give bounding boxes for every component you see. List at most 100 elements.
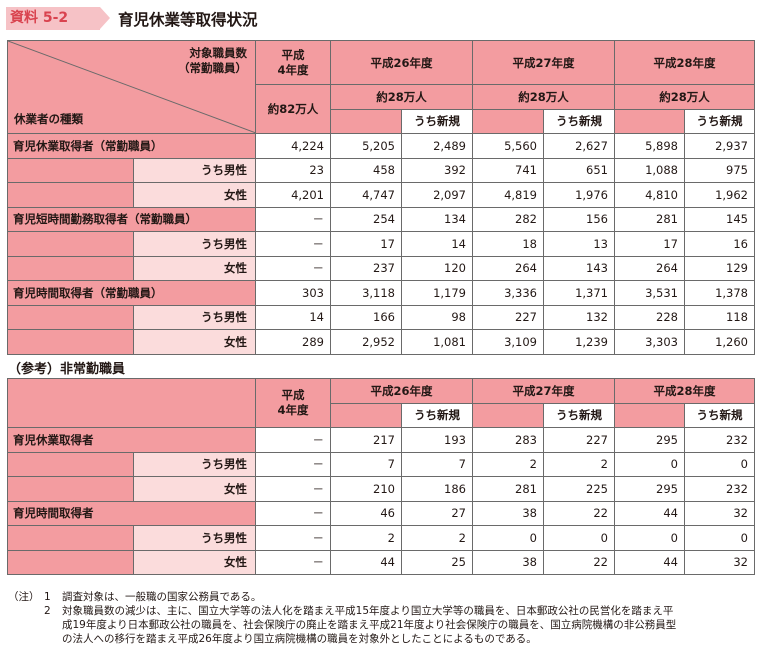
value-cell: 166 bbox=[330, 304, 402, 330]
value-cell: 1,378 bbox=[684, 280, 755, 306]
value-cell: 118 bbox=[684, 304, 755, 330]
value-cell: 4,747 bbox=[330, 182, 402, 208]
value-cell: 143 bbox=[543, 255, 615, 281]
value-cell: 1,962 bbox=[684, 182, 755, 208]
value-cell: 1,260 bbox=[684, 329, 755, 355]
value-cell: 2,937 bbox=[684, 133, 755, 159]
new-header: うち新規 bbox=[684, 402, 755, 428]
year-staff-count: 約28万人 bbox=[614, 84, 755, 110]
value-cell: 0 bbox=[614, 451, 685, 477]
value-cell: 3,531 bbox=[614, 280, 685, 306]
h4-staff-count: 約82万人 bbox=[255, 84, 331, 134]
gender-label: うち男性 bbox=[133, 157, 256, 183]
year-header: 平成28年度 bbox=[614, 378, 755, 404]
value-cell: 2 bbox=[543, 451, 615, 477]
value-cell: 227 bbox=[543, 427, 615, 453]
year-staff-count: 約28万人 bbox=[472, 84, 615, 110]
table-row: うち男性－ 2 2 0 0 0 0 bbox=[7, 525, 755, 551]
table-row: 育児時間取得者（常勤職員） 303 3,118 1,179 3,336 1,371 3,53… bbox=[7, 280, 755, 306]
value-cell: 4,819 bbox=[472, 182, 544, 208]
value-cell: 32 bbox=[684, 549, 755, 575]
value-cell: 120 bbox=[401, 255, 473, 281]
table-row: 女性－ 44 25 38 22 44 32 bbox=[7, 549, 755, 575]
value-cell: 2 bbox=[401, 525, 473, 551]
value-cell: 22 bbox=[543, 500, 615, 526]
new-header: うち新規 bbox=[543, 402, 615, 428]
value-cell: 22 bbox=[543, 549, 615, 575]
value-cell: 18 bbox=[472, 231, 544, 257]
value-cell: 2 bbox=[472, 451, 544, 477]
value-cell: 228 bbox=[614, 304, 685, 330]
year-header: 平成26年度 bbox=[330, 378, 473, 404]
value-cell: 975 bbox=[684, 157, 755, 183]
year-staff-count: 約28万人 bbox=[330, 84, 473, 110]
year-header: 平成28年度 bbox=[614, 40, 755, 85]
value-cell: 1,976 bbox=[543, 182, 615, 208]
table-row: 女性－ 210 186 281 225 295 232 bbox=[7, 476, 755, 502]
value-cell: 2,097 bbox=[401, 182, 473, 208]
value-cell: 17 bbox=[330, 231, 402, 257]
value-cell: － bbox=[255, 231, 331, 257]
gender-label: 女性 bbox=[133, 476, 256, 502]
category-label: 育児短時間勤務取得者（常勤職員） bbox=[7, 206, 256, 232]
value-cell: 129 bbox=[684, 255, 755, 281]
value-cell: 264 bbox=[614, 255, 685, 281]
corner-header-top: 対象職員数 （常勤職員） bbox=[178, 46, 247, 75]
new-header: うち新規 bbox=[401, 402, 473, 428]
value-cell: 134 bbox=[401, 206, 473, 232]
value-cell: 232 bbox=[684, 476, 755, 502]
h4-header: 平成 4年度 bbox=[255, 40, 331, 85]
value-cell: 25 bbox=[401, 549, 473, 575]
value-cell: 1,371 bbox=[543, 280, 615, 306]
table-row: 女性 4,201 4,747 2,097 4,819 1,976 4,810 1,962 bbox=[7, 182, 755, 208]
value-cell: 38 bbox=[472, 549, 544, 575]
value-cell: 289 bbox=[255, 329, 331, 355]
value-cell: 217 bbox=[330, 427, 402, 453]
value-cell: 0 bbox=[543, 525, 615, 551]
table-corner-cell bbox=[7, 378, 256, 428]
value-cell: 156 bbox=[543, 206, 615, 232]
value-cell: 13 bbox=[543, 231, 615, 257]
footnote-label: （注） bbox=[8, 591, 40, 603]
value-cell: 3,336 bbox=[472, 280, 544, 306]
table-row: 女性 289 2,952 1,081 3,109 1,239 3,303 1,260 bbox=[7, 329, 755, 355]
value-cell: 210 bbox=[330, 476, 402, 502]
corner-header-bottom: 休業者の種類 bbox=[14, 112, 83, 126]
value-cell: 14 bbox=[255, 304, 331, 330]
value-cell: 0 bbox=[614, 525, 685, 551]
gender-label: うち男性 bbox=[133, 525, 256, 551]
value-cell: 186 bbox=[401, 476, 473, 502]
new-header: うち新規 bbox=[543, 108, 615, 134]
value-cell: － bbox=[255, 206, 331, 232]
value-cell: 392 bbox=[401, 157, 473, 183]
gender-label: 女性 bbox=[133, 329, 256, 355]
value-cell: 5,898 bbox=[614, 133, 685, 159]
table-row: 女性－ 237 120 264 143 264 129 bbox=[7, 255, 755, 281]
value-cell: 23 bbox=[255, 157, 331, 183]
value-cell: － bbox=[255, 427, 331, 453]
gender-label: うち男性 bbox=[133, 451, 256, 477]
nonregular-staff-table-body: 育児休業取得者－ 217 193 283 227 295 232 うち男性－ 7 7 2 2 0 0 女性－… bbox=[7, 427, 755, 575]
value-cell: 254 bbox=[330, 206, 402, 232]
value-cell: 145 bbox=[684, 206, 755, 232]
gender-label: うち男性 bbox=[133, 231, 256, 257]
value-cell: 2,627 bbox=[543, 133, 615, 159]
value-cell: 232 bbox=[684, 427, 755, 453]
category-label: 育児時間取得者 bbox=[7, 500, 256, 526]
page-title: 育児休業等取得状況 bbox=[118, 11, 258, 29]
year-header: 平成27年度 bbox=[472, 378, 615, 404]
value-cell: 16 bbox=[684, 231, 755, 257]
regular-staff-table: 対象職員数 （常勤職員） 休業者の種類 平成 4年度 平成26年度 平成27年度… bbox=[7, 40, 755, 355]
value-cell: 1,081 bbox=[401, 329, 473, 355]
value-cell: 237 bbox=[330, 255, 402, 281]
section-title: （参考）非常勤職員 bbox=[8, 362, 126, 377]
value-cell: 4,224 bbox=[255, 133, 331, 159]
year-header: 平成26年度 bbox=[330, 40, 473, 85]
value-cell: 283 bbox=[472, 427, 544, 453]
table-row: うち男性 14 166 98 227 132 228 118 bbox=[7, 304, 755, 330]
value-cell: 46 bbox=[330, 500, 402, 526]
value-cell: 3,109 bbox=[472, 329, 544, 355]
value-cell: 5,205 bbox=[330, 133, 402, 159]
value-cell: 14 bbox=[401, 231, 473, 257]
gender-label: 女性 bbox=[133, 549, 256, 575]
